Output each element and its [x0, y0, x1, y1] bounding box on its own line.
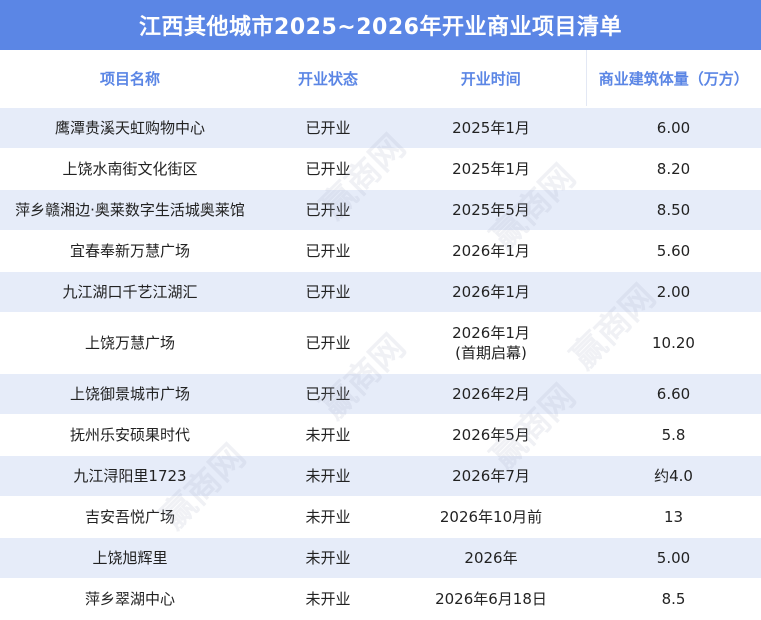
table-row: 上饶御景城市广场 已开业 2026年2月 6.60: [0, 373, 761, 415]
area-cell: 约4.0: [586, 455, 761, 497]
open-time-cell: 2026年7月: [396, 455, 586, 497]
table-row: 抚州乐安硕果时代 未开业 2026年5月 5.8: [0, 414, 761, 456]
open-time-text: 2026年6月18日: [435, 590, 547, 608]
status-cell: 未开业: [260, 496, 396, 538]
open-time-cell: 2025年1月: [396, 107, 586, 149]
status-cell: 未开业: [260, 455, 396, 497]
header-open-time: 开业时间: [396, 50, 586, 108]
area-cell: 6.00: [586, 107, 761, 149]
table-row: 鹰潭贵溪天虹购物中心 已开业 2025年1月 6.00: [0, 107, 761, 149]
project-name-cell: 鹰潭贵溪天虹购物中心: [0, 107, 260, 149]
table-row: 萍乡翠湖中心 未开业 2026年6月18日 8.5: [0, 578, 761, 620]
area-cell: 8.5: [586, 578, 761, 620]
status-cell: 已开业: [260, 373, 396, 415]
status-cell: 未开业: [260, 578, 396, 620]
open-time-cell: 2026年2月: [396, 373, 586, 415]
open-time-cell: 2026年5月: [396, 414, 586, 456]
area-cell: 8.20: [586, 148, 761, 190]
project-name-cell: 萍乡赣湘边·奥莱数字生活城奥莱馆: [0, 189, 260, 231]
project-name-cell: 九江浔阳里1723: [0, 455, 260, 497]
table-row: 吉安吾悦广场 未开业 2026年10月前 13: [0, 496, 761, 538]
area-cell: 10.20: [586, 312, 761, 374]
area-cell: 5.60: [586, 230, 761, 272]
status-cell: 已开业: [260, 189, 396, 231]
open-time-cell: 2026年10月前: [396, 496, 586, 538]
open-time-text: 2026年5月: [452, 426, 530, 444]
project-name-cell: 抚州乐安硕果时代: [0, 414, 260, 456]
open-time-cell: 2026年1月: [396, 230, 586, 272]
open-time-text: 2026年: [464, 549, 518, 567]
header-project-name: 项目名称: [0, 50, 260, 108]
table-row: 上饶旭辉里 未开业 2026年 5.00: [0, 537, 761, 579]
project-name-cell: 萍乡翠湖中心: [0, 578, 260, 620]
area-cell: 13: [586, 496, 761, 538]
table-row: 上饶水南街文化街区 已开业 2025年1月 8.20: [0, 148, 761, 190]
open-time-text: 2026年1月: [452, 242, 530, 260]
table-row: 上饶万慧广场 已开业 2026年1月 (首期启幕) 10.20: [0, 312, 761, 374]
project-name-cell: 上饶万慧广场: [0, 312, 260, 374]
open-time-text: 2026年1月: [452, 283, 530, 301]
area-cell: 5.00: [586, 537, 761, 579]
status-cell: 已开业: [260, 148, 396, 190]
header-area: 商业建筑体量（万方）: [585, 50, 761, 108]
project-name-cell: 上饶旭辉里: [0, 537, 260, 579]
open-time-text: 2025年5月: [452, 201, 530, 219]
project-name-cell: 宜春奉新万慧广场: [0, 230, 260, 272]
status-cell: 已开业: [260, 271, 396, 313]
open-time-text: 2026年10月前: [439, 508, 543, 526]
area-cell: 6.60: [586, 373, 761, 415]
status-cell: 已开业: [260, 312, 396, 374]
status-cell: 已开业: [260, 230, 396, 272]
status-cell: 未开业: [260, 537, 396, 579]
header-status: 开业状态: [260, 50, 396, 108]
open-time-cell: 2026年1月 (首期启幕): [396, 312, 586, 374]
open-time-note: (首期启幕): [455, 344, 527, 362]
open-time-cell: 2026年: [396, 537, 586, 579]
table-row: 九江湖口千艺江湖汇 已开业 2026年1月 2.00: [0, 271, 761, 313]
open-time-text: 2026年1月: [452, 324, 530, 342]
open-time-cell: 2025年5月: [396, 189, 586, 231]
area-cell: 8.50: [586, 189, 761, 231]
open-time-text: 2026年2月: [452, 385, 530, 403]
table-row: 九江浔阳里1723 未开业 2026年7月 约4.0: [0, 455, 761, 497]
title-bar: 江西其他城市2025~2026年开业商业项目清单: [0, 0, 761, 50]
project-table: 项目名称 开业状态 开业时间 商业建筑体量（万方） 鹰潭贵溪天虹购物中心 已开业 2…: [0, 50, 761, 620]
project-name-cell: 上饶水南街文化街区: [0, 148, 260, 190]
open-time-cell: 2025年1月: [396, 148, 586, 190]
area-cell: 5.8: [586, 414, 761, 456]
open-time-text: 2025年1月: [452, 160, 530, 178]
table-row: 萍乡赣湘边·奥莱数字生活城奥莱馆 已开业 2025年5月 8.50: [0, 189, 761, 231]
open-time-text: 2026年7月: [452, 467, 530, 485]
page-title: 江西其他城市2025~2026年开业商业项目清单: [139, 15, 622, 40]
area-cell: 2.00: [586, 271, 761, 313]
status-cell: 已开业: [260, 107, 396, 149]
table-header-row: 项目名称 开业状态 开业时间 商业建筑体量（万方）: [0, 50, 761, 108]
open-time-cell: 2026年6月18日: [396, 578, 586, 620]
open-time-cell: 2026年1月: [396, 271, 586, 313]
open-time-text: 2025年1月: [452, 119, 530, 137]
table-row: 宜春奉新万慧广场 已开业 2026年1月 5.60: [0, 230, 761, 272]
project-name-cell: 吉安吾悦广场: [0, 496, 260, 538]
project-name-cell: 九江湖口千艺江湖汇: [0, 271, 260, 313]
status-cell: 未开业: [260, 414, 396, 456]
project-name-cell: 上饶御景城市广场: [0, 373, 260, 415]
